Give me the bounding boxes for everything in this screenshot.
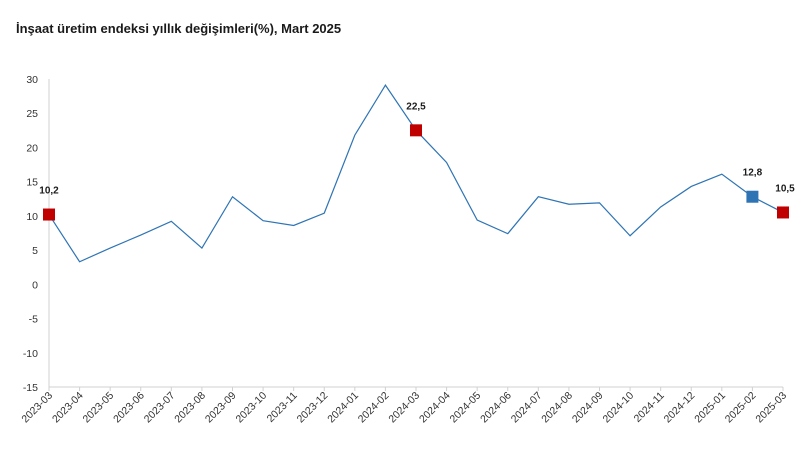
chart-title: İnşaat üretim endeksi yıllık değişimleri… (16, 21, 342, 36)
x-tick-label: 2025-01 (692, 390, 728, 426)
x-tick-label: 2024-08 (539, 390, 575, 426)
x-tick-label: 2023-06 (111, 390, 147, 426)
x-tick-label: 2024-09 (570, 390, 606, 426)
x-tick-label: 2024-03 (386, 390, 422, 426)
data-label: 10,5 (775, 183, 795, 194)
data-label: 10,2 (39, 186, 59, 197)
x-tick-label: 2024-06 (478, 390, 514, 426)
x-tick-label: 2023-09 (203, 390, 239, 426)
x-tick-label: 2023-10 (233, 390, 269, 426)
y-tick-label: 5 (32, 245, 38, 257)
y-tick-label: -10 (23, 348, 38, 360)
y-tick-label: 30 (26, 74, 38, 86)
y-tick-label: 20 (26, 142, 38, 154)
y-tick-label: -15 (23, 382, 38, 394)
x-tick-label: 2024-01 (325, 390, 361, 426)
x-axis-ticks: 2023-032023-042023-052023-062023-072023-… (19, 387, 789, 425)
x-tick-label: 2023-04 (50, 390, 86, 426)
y-tick-label: 0 (32, 279, 38, 291)
y-tick-label: -5 (29, 314, 38, 326)
x-tick-label: 2024-12 (662, 390, 698, 426)
x-tick-label: 2023-11 (265, 390, 300, 425)
x-tick-label: 2025-02 (723, 390, 759, 426)
x-tick-label: 2023-03 (19, 390, 55, 426)
data-labels: 10,2 22,5 12,8 10,5 (39, 101, 795, 196)
x-tick-label: 2024-11 (632, 390, 667, 425)
data-marker (410, 124, 422, 137)
x-tick-label: 2023-07 (142, 390, 178, 426)
data-marker (746, 190, 759, 203)
x-tick-label: 2024-10 (600, 390, 636, 426)
y-axis-ticks: 30 25 20 15 10 5 0 -5 -10 -15 (23, 74, 38, 394)
x-tick-label: 2023-08 (172, 390, 208, 426)
x-tick-label: 2025-03 (753, 390, 789, 426)
data-markers (43, 124, 789, 221)
y-tick-label: 25 (26, 108, 38, 120)
data-marker (777, 206, 789, 219)
data-label: 12,8 (743, 168, 763, 179)
x-tick-label: 2024-04 (417, 390, 453, 426)
x-tick-label: 2023-12 (295, 390, 331, 426)
data-label: 22,5 (406, 101, 426, 112)
y-tick-label: 15 (26, 177, 38, 189)
x-tick-label: 2023-05 (81, 390, 117, 426)
data-marker (43, 208, 55, 221)
x-tick-label: 2024-02 (356, 390, 392, 426)
x-tick-label: 2024-07 (509, 390, 545, 426)
x-tick-label: 2024-05 (448, 390, 484, 426)
y-tick-label: 10 (26, 211, 38, 223)
